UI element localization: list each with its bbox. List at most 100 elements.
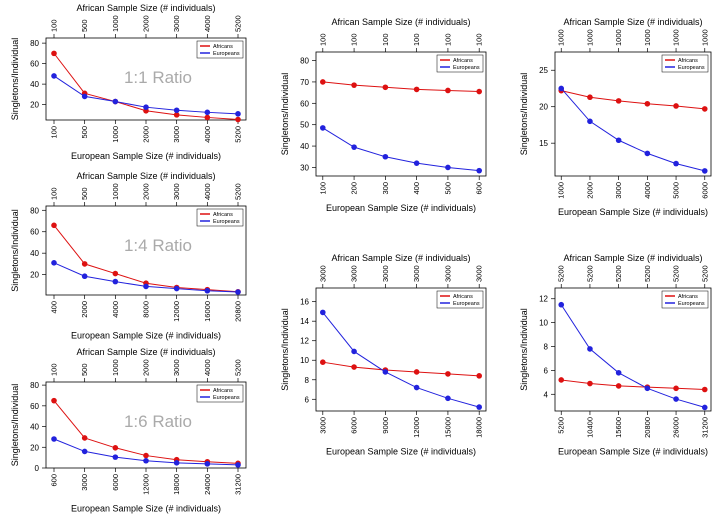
top-tick-label: 5200 bbox=[672, 265, 681, 282]
data-point-europeans bbox=[382, 369, 389, 375]
x-tick-label: 5200 bbox=[234, 126, 243, 143]
y-tick-label: 20 bbox=[539, 103, 548, 112]
data-point-africans bbox=[112, 444, 119, 451]
x-tick-label: 8000 bbox=[142, 301, 151, 318]
data-point-africans bbox=[382, 84, 389, 91]
y-tick-label: 40 bbox=[30, 80, 39, 89]
top-axis-title: African Sample Size (# individuals) bbox=[563, 17, 702, 27]
y-tick-label: 15 bbox=[539, 139, 548, 148]
data-point-europeans bbox=[476, 404, 483, 410]
data-point-africans bbox=[644, 100, 651, 107]
top-tick-label: 5200 bbox=[700, 265, 709, 282]
data-point-africans bbox=[615, 383, 622, 389]
top-axis-title: African Sample Size (# individuals) bbox=[76, 171, 215, 181]
x-tick-label: 1000 bbox=[557, 182, 566, 199]
data-point-europeans bbox=[644, 385, 651, 392]
y-axis-title: Singletons/Individual bbox=[10, 384, 20, 467]
top-tick-label: 3000 bbox=[318, 265, 327, 282]
x-tick-label: 26000 bbox=[672, 417, 681, 438]
data-point-africans bbox=[476, 373, 483, 379]
top-tick-label: 1000 bbox=[111, 15, 120, 32]
data-point-africans bbox=[445, 87, 451, 94]
top-tick-label: 2000 bbox=[142, 359, 151, 376]
x-tick-label: 12000 bbox=[142, 474, 151, 495]
y-tick-label: 6 bbox=[544, 366, 549, 375]
y-tick-label: 8 bbox=[305, 376, 310, 385]
x-tick-label: 500 bbox=[443, 182, 452, 195]
data-point-africans bbox=[51, 50, 57, 57]
legend-label-europeans: Europeans bbox=[213, 219, 240, 225]
data-point-africans bbox=[673, 103, 679, 109]
top-tick-label: 1000 bbox=[700, 29, 709, 46]
data-point-africans bbox=[320, 359, 326, 365]
top-tick-label: 100 bbox=[475, 33, 484, 46]
top-tick-label: 5200 bbox=[614, 265, 623, 282]
top-tick-label: 5200 bbox=[234, 183, 243, 200]
data-point-europeans bbox=[143, 457, 149, 464]
x-tick-label: 20800 bbox=[643, 417, 652, 438]
legend-label-europeans: Europeans bbox=[678, 301, 705, 307]
y-tick-label: 40 bbox=[30, 249, 39, 258]
top-tick-label: 100 bbox=[412, 33, 421, 46]
series-line-africans bbox=[322, 81, 480, 93]
x-axis-title: European Sample Size (# individuals) bbox=[326, 203, 476, 213]
top-tick-label: 1000 bbox=[614, 29, 623, 46]
x-axis-title: European Sample Size (# individuals) bbox=[326, 447, 476, 457]
x-tick-label: 400 bbox=[50, 301, 59, 314]
y-tick-label: 70 bbox=[300, 78, 309, 87]
data-point-europeans bbox=[445, 395, 451, 402]
x-tick-label: 600 bbox=[475, 182, 484, 195]
x-axis-title: European Sample Size (# individuals) bbox=[558, 207, 708, 217]
legend-label-europeans: Europeans bbox=[213, 395, 240, 401]
series-line-europeans bbox=[560, 304, 705, 408]
data-point-europeans bbox=[615, 137, 622, 144]
x-tick-label: 5200 bbox=[557, 417, 566, 434]
y-tick-label: 80 bbox=[30, 381, 39, 390]
y-tick-label: 6 bbox=[305, 395, 310, 404]
ratio-label: 1:1 Ratio bbox=[124, 68, 192, 87]
data-point-europeans bbox=[235, 111, 241, 117]
y-tick-label: 30 bbox=[300, 163, 309, 172]
top-tick-label: 500 bbox=[80, 187, 89, 200]
x-tick-label: 16000 bbox=[203, 301, 212, 322]
top-tick-label: 100 bbox=[443, 33, 452, 46]
x-tick-label: 6000 bbox=[350, 417, 359, 434]
top-tick-label: 100 bbox=[50, 363, 59, 376]
data-point-africans bbox=[351, 82, 357, 88]
x-tick-label: 31200 bbox=[234, 474, 243, 495]
y-tick-label: 40 bbox=[30, 423, 39, 432]
data-point-europeans bbox=[173, 460, 180, 466]
top-tick-label: 3000 bbox=[172, 15, 181, 32]
top-tick-label: 1000 bbox=[585, 29, 594, 46]
legend-label-africans: Africans bbox=[213, 44, 233, 50]
x-axis-title: European Sample Size (# individuals) bbox=[558, 447, 708, 457]
data-point-africans bbox=[445, 371, 451, 377]
data-point-europeans bbox=[476, 167, 483, 174]
series-line-europeans bbox=[322, 127, 480, 172]
x-tick-label: 2000 bbox=[585, 182, 594, 199]
top-axis-title: African Sample Size (# individuals) bbox=[331, 253, 470, 263]
data-point-africans bbox=[587, 94, 593, 101]
data-point-europeans bbox=[701, 168, 708, 174]
y-tick-label: 4 bbox=[544, 390, 549, 399]
ratio-label: 1:6 Ratio bbox=[124, 412, 192, 431]
data-point-africans bbox=[81, 261, 88, 267]
y-tick-label: 16 bbox=[300, 298, 309, 307]
data-point-europeans bbox=[644, 150, 651, 157]
top-tick-label: 3000 bbox=[350, 265, 359, 282]
top-tick-label: 4000 bbox=[203, 15, 212, 32]
legend-label-africans: Africans bbox=[678, 58, 698, 64]
chart-panel-4: 1:4 Ratio African Sample Size (# individu… bbox=[10, 171, 247, 341]
x-tick-label: 6000 bbox=[700, 182, 709, 199]
series-line-africans bbox=[561, 90, 705, 110]
data-point-europeans bbox=[673, 160, 679, 167]
x-tick-label: 31200 bbox=[700, 417, 709, 438]
data-point-europeans bbox=[320, 309, 326, 316]
data-point-europeans bbox=[173, 285, 180, 292]
y-tick-label: 12 bbox=[539, 295, 548, 304]
